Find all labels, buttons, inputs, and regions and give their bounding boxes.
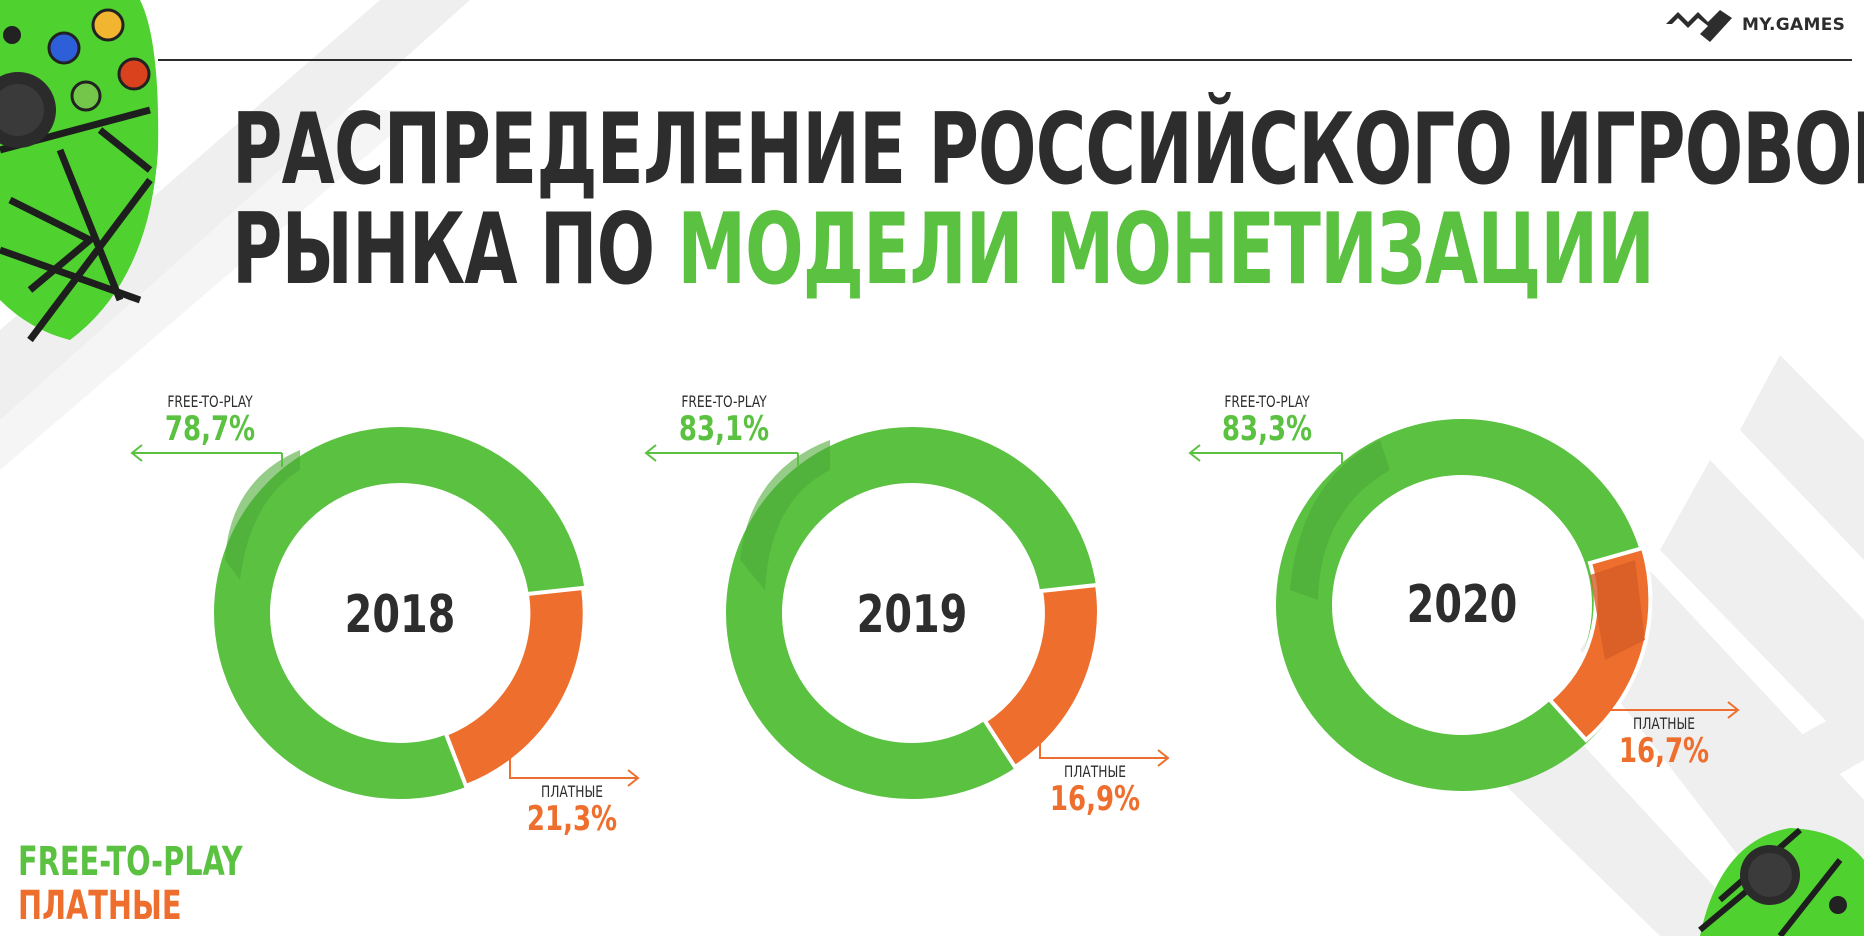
- ftp-value-2019: 83,1%: [678, 409, 770, 449]
- my-games-logo-icon: [1666, 10, 1732, 42]
- header-divider: [158, 59, 1852, 61]
- donut-chart-2019: [644, 427, 1170, 799]
- title-line-1: РАСПРЕДЕЛЕНИЕ РОССИЙСКОГО ИГРОВОГО: [232, 93, 1864, 207]
- brand-name: MY.GAMES: [1742, 15, 1846, 35]
- chart-legend: FREE-TO-PLAY ПЛАТНЫЕ: [18, 840, 243, 928]
- paid-label-2019: ПЛАТНЫЕ 16,9%: [1033, 762, 1157, 817]
- paid-value-2018: 21,3%: [526, 799, 618, 839]
- ftp-value-2020: 83,3%: [1221, 409, 1313, 449]
- paid-label-2020: ПЛАТНЫЕ 16,7%: [1602, 714, 1726, 769]
- ftp-label-2019: FREE-TO-PLAY 83,1%: [662, 392, 786, 447]
- donut-year-2018: 2018: [344, 585, 456, 645]
- title-line-2-plain: РЫНКА ПО: [232, 193, 678, 307]
- brand-logo: MY.GAMES: [1664, 4, 1845, 46]
- ftp-label-2020: FREE-TO-PLAY 83,3%: [1205, 392, 1329, 447]
- donut-chart-2020: [1188, 419, 1740, 791]
- donut-year-2019: 2019: [856, 585, 968, 645]
- donut-year-2020: 2020: [1406, 575, 1518, 635]
- ftp-label-2018: FREE-TO-PLAY 78,7%: [148, 392, 272, 447]
- title-line-2-accent: МОДЕЛИ МОНЕТИЗАЦИИ: [677, 193, 1655, 307]
- donut-chart-2018: [130, 427, 640, 799]
- legend-item-paid: ПЛАТНЫЕ: [18, 883, 182, 929]
- paid-label-2018: ПЛАТНЫЕ 21,3%: [510, 782, 634, 837]
- paid-value-2019: 16,9%: [1049, 779, 1141, 819]
- controller-image-top-left: [0, 0, 159, 343]
- ftp-value-2018: 78,7%: [164, 409, 256, 449]
- paid-value-2020: 16,7%: [1618, 731, 1710, 771]
- controller-image-bottom-right: [1698, 827, 1864, 936]
- legend-item-free-to-play: FREE-TO-PLAY: [18, 839, 243, 885]
- page-title: РАСПРЕДЕЛЕНИЕ РОССИЙСКОГО ИГРОВОГО РЫНКА…: [232, 100, 1864, 300]
